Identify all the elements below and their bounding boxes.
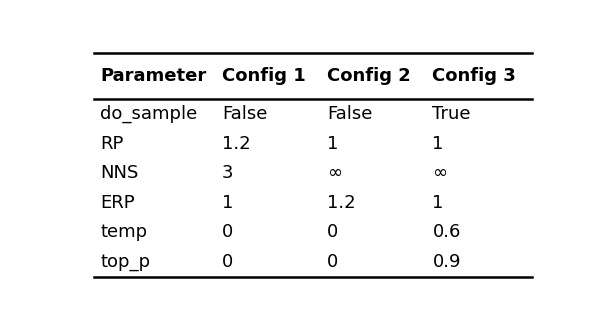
Text: Parameter: Parameter — [100, 67, 206, 85]
Text: 0: 0 — [222, 223, 233, 241]
Text: NNS: NNS — [100, 164, 138, 182]
Text: do_sample: do_sample — [100, 105, 197, 123]
Text: 1: 1 — [432, 194, 444, 212]
Text: False: False — [327, 105, 373, 123]
Text: 1: 1 — [432, 135, 444, 153]
Text: 0: 0 — [327, 253, 338, 271]
Text: Config 1: Config 1 — [222, 67, 306, 85]
Text: False: False — [222, 105, 267, 123]
Text: temp: temp — [100, 223, 147, 241]
Text: 1: 1 — [327, 135, 338, 153]
Text: Config 3: Config 3 — [432, 67, 517, 85]
Text: 1.2: 1.2 — [327, 194, 356, 212]
Text: 0: 0 — [222, 253, 233, 271]
Text: top_p: top_p — [100, 253, 150, 271]
Text: 3: 3 — [222, 164, 234, 182]
Text: ∞: ∞ — [327, 164, 342, 182]
Text: 0.9: 0.9 — [432, 253, 461, 271]
Text: ∞: ∞ — [432, 164, 447, 182]
Text: 1.2: 1.2 — [222, 135, 250, 153]
Text: 0.6: 0.6 — [432, 223, 461, 241]
Text: True: True — [432, 105, 471, 123]
Text: ERP: ERP — [100, 194, 135, 212]
Text: 1: 1 — [222, 194, 234, 212]
Text: RP: RP — [100, 135, 123, 153]
Text: 0: 0 — [327, 223, 338, 241]
Text: Config 2: Config 2 — [327, 67, 411, 85]
